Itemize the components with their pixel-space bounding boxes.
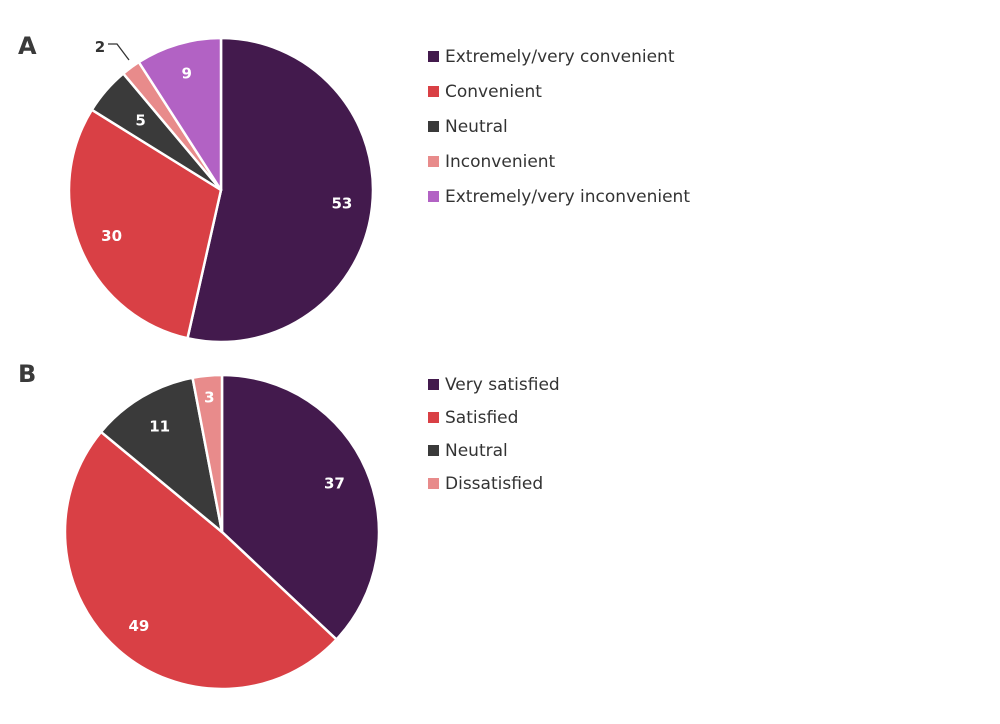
legend-swatch-extremely-very-convenient bbox=[428, 51, 439, 62]
legend-item-dissatisfied: Dissatisfied bbox=[428, 474, 543, 494]
legend-swatch-satisfied bbox=[428, 412, 439, 423]
legend-item-neutral: Neutral bbox=[428, 441, 508, 461]
legend-a: Extremely/very convenient Convenient Neutr… bbox=[428, 47, 690, 207]
legend-label-dissatisfied: Dissatisfied bbox=[445, 474, 543, 494]
data-label-very-satisfied: 37 bbox=[324, 474, 345, 492]
legend-swatch-very-satisfied bbox=[428, 379, 439, 390]
pie-chart-b: 37 49 11 3 bbox=[63, 373, 381, 691]
legend-swatch-neutral bbox=[428, 121, 439, 132]
legend-label-very-satisfied: Very satisfied bbox=[445, 375, 560, 395]
legend-swatch-neutral bbox=[428, 445, 439, 456]
data-label-neutral: 5 bbox=[135, 111, 145, 129]
pie-slice-very-satisfied bbox=[220, 373, 381, 641]
legend-label-satisfied: Satisfied bbox=[445, 408, 518, 428]
legend-label-extremely-very-inconvenient: Extremely/very inconvenient bbox=[445, 187, 690, 207]
legend-label-extremely-very-convenient: Extremely/very convenient bbox=[445, 47, 675, 67]
pie-slice-satisfied bbox=[63, 430, 338, 691]
data-label-dissatisfied: 3 bbox=[204, 389, 214, 407]
data-label-satisfied: 49 bbox=[128, 617, 149, 635]
data-label-neutral: 11 bbox=[149, 418, 170, 436]
legend-item-extremely-very-inconvenient: Extremely/very inconvenient bbox=[428, 187, 690, 207]
legend-label-neutral: Neutral bbox=[445, 117, 508, 137]
legend-swatch-dissatisfied bbox=[428, 478, 439, 489]
legend-label-convenient: Convenient bbox=[445, 82, 542, 102]
legend-label-inconvenient: Inconvenient bbox=[445, 152, 556, 172]
legend-label-neutral: Neutral bbox=[445, 441, 508, 461]
legend-item-satisfied: Satisfied bbox=[428, 408, 518, 428]
data-label-extremely-very-convenient: 53 bbox=[331, 195, 352, 213]
legend-item-very-satisfied: Very satisfied bbox=[428, 375, 560, 395]
callout-line-inconvenient bbox=[108, 43, 130, 61]
legend-swatch-extremely-very-inconvenient bbox=[428, 191, 439, 202]
pie-slice-dissatisfied bbox=[191, 373, 224, 534]
legend-swatch-convenient bbox=[428, 86, 439, 97]
legend-b: Very satisfied Satisfied Neutral Dissatisfi… bbox=[428, 375, 560, 494]
pie-slice-extremely-very-inconvenient bbox=[137, 36, 223, 192]
pie-chart-a: 53 30 5 2 9 bbox=[67, 36, 375, 344]
legend-item-convenient: Convenient bbox=[428, 82, 542, 102]
legend-item-neutral: Neutral bbox=[428, 117, 508, 137]
legend-swatch-inconvenient bbox=[428, 156, 439, 167]
data-label-inconvenient: 2 bbox=[95, 38, 105, 56]
panel-a-label: A bbox=[18, 32, 37, 60]
pie-slice-extremely-very-convenient bbox=[186, 36, 375, 344]
data-label-convenient: 30 bbox=[101, 227, 122, 245]
legend-item-inconvenient: Inconvenient bbox=[428, 152, 556, 172]
data-label-extremely-very-inconvenient: 9 bbox=[181, 64, 191, 82]
panel-b-label: B bbox=[18, 360, 36, 388]
legend-item-extremely-very-convenient: Extremely/very convenient bbox=[428, 47, 675, 67]
pie-slice-neutral bbox=[99, 376, 224, 534]
